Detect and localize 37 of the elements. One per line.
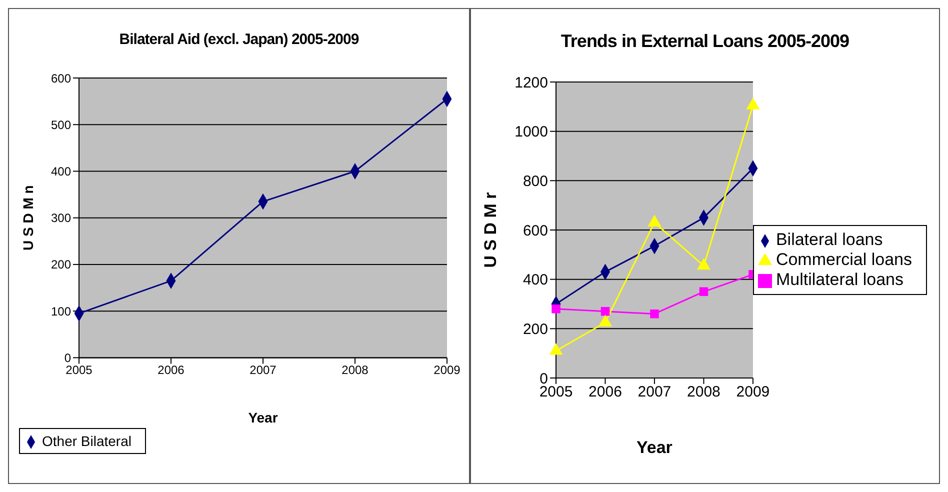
y-tick-label: 800 xyxy=(522,172,548,190)
x-tick-label: 2009 xyxy=(736,384,770,401)
x-tick-label: 2006 xyxy=(158,363,185,378)
y-tick-label: 600 xyxy=(50,71,72,86)
y-tick-label: 0 xyxy=(64,350,72,365)
chart-title: Bilateral Aid (excl. Japan) 2005-2009 xyxy=(118,31,360,48)
x-tick-label: 2007 xyxy=(638,384,672,401)
x-tick-label: 2008 xyxy=(342,363,369,378)
point xyxy=(552,304,560,314)
x-tick-label: 2006 xyxy=(588,384,622,401)
x-axis-title: Year xyxy=(636,438,673,457)
chart-title: Trends in External Loans 2005-2009 xyxy=(560,31,850,52)
x-axis-title: Year xyxy=(248,410,278,426)
y-tick-label: 600 xyxy=(522,222,548,240)
y-tick-label: 1000 xyxy=(514,124,548,141)
x-tick-label: 2005 xyxy=(66,363,93,378)
y-tick-label: 200 xyxy=(50,258,72,272)
y-tick-label: 500 xyxy=(50,118,72,132)
legend-label: Other Bilateral xyxy=(42,432,132,449)
legend-label: Multilateral loans xyxy=(776,270,904,289)
y-tick-label: 1200 xyxy=(514,74,548,92)
y-axis-title: U S D M n xyxy=(20,185,36,251)
point xyxy=(650,309,659,318)
point xyxy=(699,287,708,296)
y-tick-label: 400 xyxy=(522,272,548,289)
y-tick-label: 200 xyxy=(522,320,548,338)
legend-label: Commercial loans xyxy=(776,250,912,269)
x-tick-label: 2009 xyxy=(434,363,461,378)
y-tick-label: 300 xyxy=(50,211,72,226)
legend-label: Bilateral loans xyxy=(776,230,883,249)
y-axis-title: U S D M r xyxy=(481,192,500,268)
point xyxy=(600,307,610,316)
x-tick-label: 2007 xyxy=(250,363,277,378)
y-tick-label: 400 xyxy=(50,164,72,178)
x-tick-label: 2008 xyxy=(687,384,720,401)
y-tick-label: 100 xyxy=(50,304,72,318)
point xyxy=(746,98,760,110)
